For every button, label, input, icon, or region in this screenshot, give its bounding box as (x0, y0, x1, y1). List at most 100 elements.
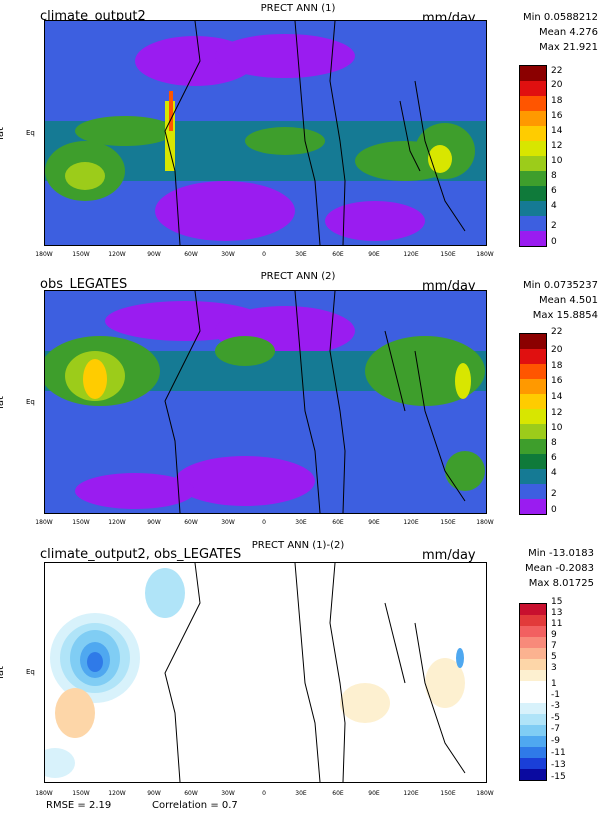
colorbar-label: 8 (551, 171, 557, 181)
colorbar-segment (520, 364, 546, 379)
colorbar-label: 22 (551, 66, 563, 76)
correlation-label: Correlation = 0.7 (152, 800, 238, 811)
colorbar-label: 12 (551, 408, 563, 418)
x-tick-label: 120E (403, 519, 419, 526)
colorbar-segment (520, 469, 546, 484)
colorbar-segment (520, 659, 546, 670)
x-tick-label: 150W (72, 790, 90, 797)
colorbar-label: -11 (551, 748, 566, 758)
colorbar-segment (520, 216, 546, 231)
x-tick-label: 180W (476, 251, 494, 258)
x-tick-label: 90E (368, 251, 380, 258)
colorbar-segment (520, 769, 546, 780)
colorbar-label: 5 (551, 652, 557, 662)
x-tick-label: 150E (440, 251, 456, 258)
x-tick-label: 60W (184, 790, 198, 797)
x-tick-label: 30E (295, 519, 307, 526)
y-axis-label: lat (0, 666, 6, 679)
x-tick-label: 150E (440, 790, 456, 797)
colorbar-segment (520, 670, 546, 681)
colorbar-segment (520, 96, 546, 111)
colorbar-segment (520, 692, 546, 703)
colorbar-segment (520, 171, 546, 186)
colorbar-label: -13 (551, 760, 566, 770)
x-tick-label: 180W (35, 519, 53, 526)
x-tick-label: 60E (332, 519, 344, 526)
colorbar-segment (520, 379, 546, 394)
colorbar-label: 22 (551, 327, 563, 337)
y-axis-label: lat (0, 396, 6, 409)
colorbar-segment (520, 637, 546, 648)
x-tick-label: 60W (184, 519, 198, 526)
stat-min: Min 0.0735237 (523, 280, 598, 291)
colorbar-label: 4 (551, 468, 557, 478)
colorbar-segment (520, 439, 546, 454)
colorbar-segment (520, 484, 546, 499)
colorbar-label: 18 (551, 361, 563, 371)
colorbar-label: 16 (551, 376, 563, 386)
x-tick-label: 0 (262, 519, 266, 526)
colorbar-label: -3 (551, 701, 560, 711)
colorbar-label: 4 (551, 201, 557, 211)
x-tick-label: 120W (108, 251, 126, 258)
colorbar-segment (520, 648, 546, 659)
x-tick-label: 90W (147, 251, 161, 258)
colorbar-label: -5 (551, 713, 560, 723)
stat-max: Max 21.921 (539, 42, 598, 53)
colorbar-label: 10 (551, 156, 563, 166)
colorbar-segment (520, 499, 546, 514)
colorbar-label: 7 (551, 641, 557, 651)
x-tick-label: 60E (332, 790, 344, 797)
map-svg (45, 21, 486, 245)
x-tick-label: 60E (332, 251, 344, 258)
colorbar-segment (520, 81, 546, 96)
x-tick-label: 180W (476, 790, 494, 797)
colorbar-segment (520, 349, 546, 364)
colorbar-label: 10 (551, 423, 563, 433)
colorbar-label: 11 (551, 619, 563, 629)
stat-max: Max 8.01725 (528, 578, 594, 589)
map-plot (44, 20, 487, 246)
colorbar-segment (520, 681, 546, 692)
stat-mean: Mean 4.501 (538, 295, 598, 306)
y-tick-eq: Eq (26, 668, 35, 676)
map-svg (45, 563, 486, 782)
colorbar-segment (520, 66, 546, 81)
stat-min: Min -13.0183 (528, 548, 594, 559)
x-tick-label: 30E (295, 790, 307, 797)
stat-mean: Mean -0.2083 (524, 563, 594, 574)
colorbar-label: 6 (551, 453, 557, 463)
colorbar-label: -15 (551, 772, 566, 782)
colorbar-segment (520, 334, 546, 349)
x-tick-label: 120W (108, 519, 126, 526)
y-tick-eq: Eq (26, 398, 35, 406)
stat-mean: Mean 4.276 (538, 27, 598, 38)
colorbar (519, 603, 547, 781)
x-tick-label: 180W (476, 519, 494, 526)
colorbar-label: 12 (551, 141, 563, 151)
stat-min: Min 0.0588212 (523, 12, 598, 23)
case-name: obs_LEGATES (40, 277, 128, 292)
x-tick-label: 90E (368, 519, 380, 526)
colorbar-label: -7 (551, 724, 560, 734)
x-tick-label: 150W (72, 519, 90, 526)
colorbar-label: 14 (551, 392, 563, 402)
colorbar-label: 15 (551, 597, 563, 607)
colorbar-segment (520, 126, 546, 141)
colorbar-label: -9 (551, 736, 560, 746)
y-axis-label: lat (0, 127, 6, 140)
y-tick-eq: Eq (26, 129, 35, 137)
x-tick-label: 30W (221, 790, 235, 797)
colorbar-label: 16 (551, 111, 563, 121)
x-tick-label: 30W (221, 519, 235, 526)
x-tick-label: 120E (403, 251, 419, 258)
x-tick-label: 120E (403, 790, 419, 797)
colorbar (519, 333, 547, 515)
colorbar-label: 20 (551, 80, 563, 90)
colorbar (519, 65, 547, 247)
x-tick-label: 150W (72, 251, 90, 258)
colorbar-segment (520, 111, 546, 126)
colorbar-label: 6 (551, 186, 557, 196)
x-tick-label: 120W (108, 790, 126, 797)
colorbar-segment (520, 758, 546, 769)
